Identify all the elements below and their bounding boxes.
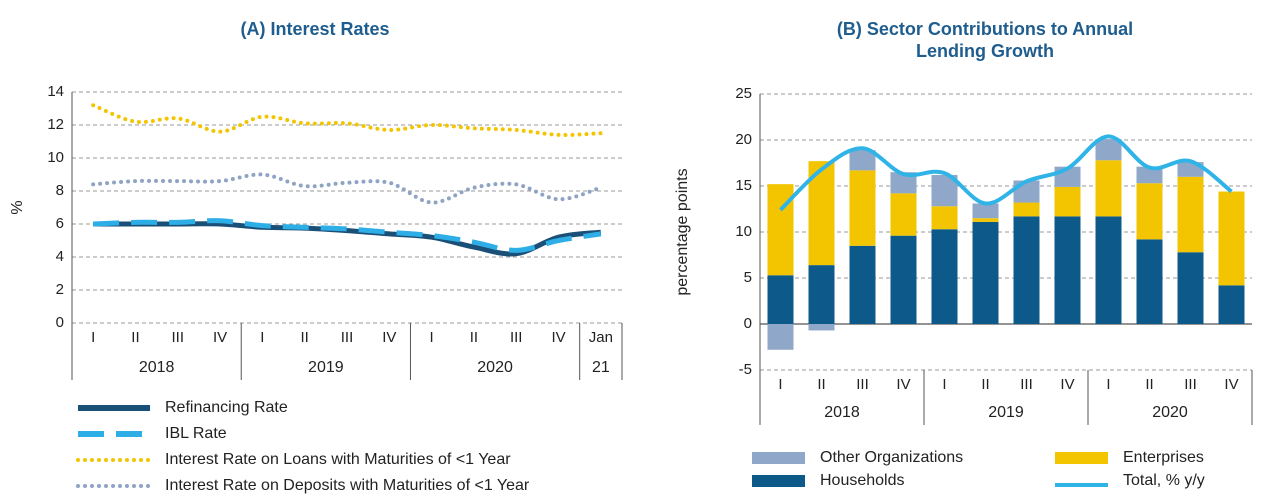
bar xyxy=(767,324,794,350)
legend-label: Total, % y/y xyxy=(1123,472,1205,489)
legend-label: IBL Rate xyxy=(165,425,227,442)
x-tick-label: IV xyxy=(551,329,565,346)
chart-title: Lending Growth xyxy=(916,41,1054,61)
x-tick-label: I xyxy=(91,329,95,346)
bar xyxy=(808,265,835,324)
bar xyxy=(1095,139,1122,161)
y-tick-label: 0 xyxy=(56,314,64,331)
x-tick-label: III xyxy=(341,329,354,346)
bar xyxy=(1095,160,1122,217)
legend-swatch xyxy=(752,452,805,464)
bar xyxy=(931,229,958,324)
legend-swatch xyxy=(752,475,805,487)
y-tick-label: 10 xyxy=(47,149,64,166)
bar xyxy=(1013,216,1040,324)
y-tick-label: 14 xyxy=(47,83,64,100)
x-tick-label: IV xyxy=(382,329,396,346)
x-tick-label: I xyxy=(1106,376,1110,393)
x-tick-label: I xyxy=(942,376,946,393)
x-tick-label: I xyxy=(260,329,264,346)
bar xyxy=(849,170,876,246)
x-tick-label: II xyxy=(1145,376,1153,393)
x-tick-label: III xyxy=(856,376,869,393)
x-tick-label: III xyxy=(172,329,185,346)
y-axis-label: % xyxy=(9,200,26,214)
x-tick-label: II xyxy=(817,376,825,393)
bar xyxy=(931,206,958,230)
legend-label: Other Organizations xyxy=(820,449,963,466)
legend-label: Interest Rate on Deposits with Maturitie… xyxy=(165,477,530,494)
bar xyxy=(1054,216,1081,324)
chart-title: (A) Interest Rates xyxy=(240,19,389,39)
x-tick-label: III xyxy=(510,329,523,346)
bar xyxy=(767,275,794,324)
y-tick-label: 12 xyxy=(47,116,64,133)
x-tick-label: IV xyxy=(1224,376,1238,393)
legend-label: Enterprises xyxy=(1123,449,1204,466)
y-tick-label: 15 xyxy=(735,177,752,194)
legend-label: Refinancing Rate xyxy=(165,399,288,416)
x-tick-label: II xyxy=(131,329,139,346)
x-group-label: 2018 xyxy=(139,359,175,376)
y-tick-label: -5 xyxy=(739,361,752,378)
x-group-label: 2019 xyxy=(308,359,344,376)
x-tick-label: IV xyxy=(1060,376,1074,393)
y-tick-label: 20 xyxy=(735,131,752,148)
bar xyxy=(972,218,999,222)
y-tick-label: 0 xyxy=(744,315,752,332)
bar xyxy=(972,221,999,324)
bar xyxy=(1013,202,1040,217)
x-group-label: 2020 xyxy=(477,359,513,376)
bar xyxy=(1136,239,1163,324)
bar xyxy=(808,324,835,331)
bar xyxy=(1054,186,1081,217)
x-group-label: 2018 xyxy=(824,404,860,421)
bar xyxy=(1218,285,1245,324)
x-group-label: 2019 xyxy=(988,404,1024,421)
legend-label: Interest Rate on Loans with Maturities o… xyxy=(165,451,511,468)
x-tick-label: IV xyxy=(896,376,910,393)
x-tick-label: II xyxy=(470,329,478,346)
bar xyxy=(890,172,917,194)
bar xyxy=(1013,180,1040,203)
x-tick-label: Jan xyxy=(589,329,613,346)
x-tick-label: III xyxy=(1020,376,1033,393)
line-series xyxy=(779,134,1233,212)
bar xyxy=(890,193,917,236)
y-axis-label: percentage points xyxy=(674,168,691,295)
bar xyxy=(1177,176,1204,253)
bar xyxy=(1095,216,1122,324)
bar xyxy=(1136,183,1163,240)
x-tick-label: III xyxy=(1184,376,1197,393)
y-tick-label: 6 xyxy=(56,215,64,232)
bar xyxy=(849,245,876,324)
y-tick-label: 4 xyxy=(56,248,64,265)
x-tick-label: II xyxy=(981,376,989,393)
line-series xyxy=(91,172,603,205)
bar xyxy=(1218,191,1245,286)
x-tick-label: II xyxy=(301,329,309,346)
chart-title: (B) Sector Contributions to Annual xyxy=(837,19,1133,39)
line-series xyxy=(93,218,602,253)
bar xyxy=(1177,252,1204,324)
x-tick-label: I xyxy=(430,329,434,346)
line-series xyxy=(91,103,603,137)
bar xyxy=(849,150,876,171)
x-tick-label: IV xyxy=(213,329,227,346)
legend-label: Households xyxy=(820,472,905,489)
y-tick-label: 8 xyxy=(56,182,64,199)
x-group-label: 21 xyxy=(592,359,610,376)
bar xyxy=(972,203,999,219)
x-tick-label: I xyxy=(778,376,782,393)
y-tick-label: 5 xyxy=(744,269,752,286)
bar xyxy=(890,235,917,324)
x-group-label: 2020 xyxy=(1152,404,1188,421)
y-tick-label: 10 xyxy=(735,223,752,240)
bar xyxy=(1136,166,1163,184)
y-tick-label: 25 xyxy=(735,85,752,102)
legend-swatch xyxy=(1055,452,1108,464)
y-tick-label: 2 xyxy=(56,281,64,298)
